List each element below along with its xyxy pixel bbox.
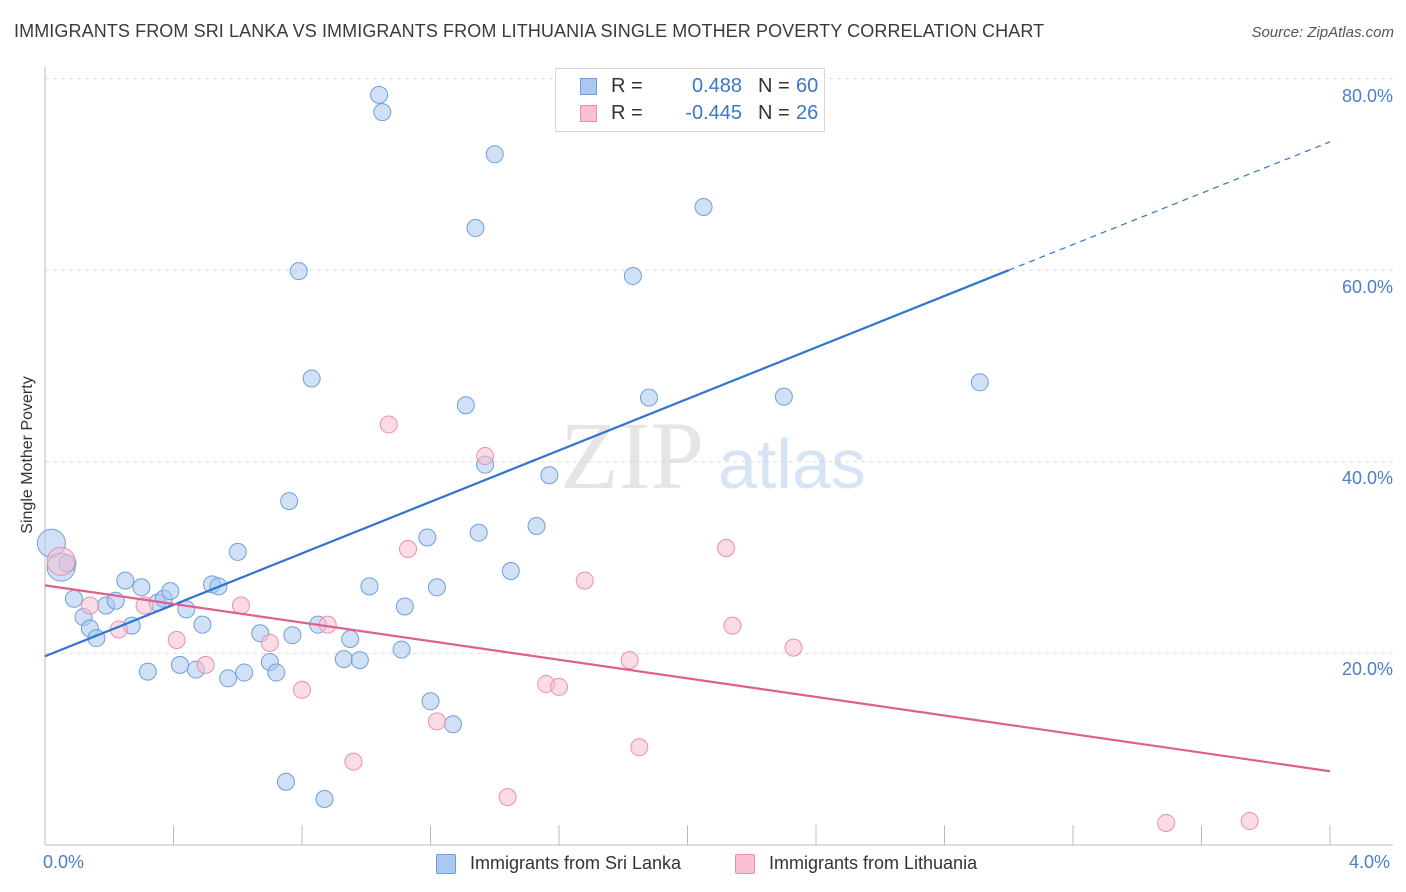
sri-lanka-point (280, 492, 299, 511)
grid-lines (45, 78, 1393, 654)
lithuania-point (260, 633, 279, 652)
sri-lanka-point (970, 373, 989, 392)
sri-lanka-point (116, 571, 135, 590)
lithuania-point (630, 738, 649, 757)
sri-lanka-point (527, 516, 546, 535)
y-tick-label-40: 40.0% (1341, 468, 1393, 488)
lithuania-point (550, 677, 568, 696)
sri-lanka-point (138, 662, 157, 681)
sri-lanka-point (219, 669, 238, 688)
lithuania-point (620, 651, 639, 670)
sri-lanka-point (485, 145, 504, 164)
lithuania-point (344, 752, 363, 771)
lithuania-point (196, 655, 215, 674)
sri-lanka-point (170, 655, 189, 674)
x-tick-label-min: 0.0% (43, 852, 85, 872)
sri-lanka-point (421, 692, 440, 711)
legend-r-label: R = (611, 75, 643, 97)
trend-lines (44, 141, 1331, 773)
sri-lanka-point (302, 369, 321, 388)
sri-lanka-point (283, 626, 302, 645)
sri-lanka-point (193, 615, 212, 634)
sri-lanka-point (267, 663, 286, 682)
trend-line-sri-lanka-extension (1008, 141, 1331, 271)
sri-lanka-point (276, 772, 295, 791)
sri-lanka-point (443, 715, 462, 734)
chart-title: IMMIGRANTS FROM SRI LANKA VS IMMIGRANTS … (14, 21, 1045, 41)
legend-n-label: N = (758, 102, 790, 124)
legend-r-value: 0.488 (691, 75, 742, 97)
series-legend: Immigrants from Sri Lanka Immigrants fro… (0, 852, 1406, 878)
sri-lanka-point (466, 219, 485, 238)
lithuania-point (575, 571, 594, 590)
sri-lanka-point (132, 578, 151, 597)
lithuania-point (784, 638, 803, 657)
sri-lanka-point (501, 562, 520, 581)
legend-r-value: -0.445 (685, 102, 742, 124)
lithuania-point (498, 788, 517, 807)
legend-label-lithuania: Immigrants from Lithuania (769, 853, 978, 873)
lithuania-point (399, 539, 418, 558)
lithuania-point (1240, 812, 1259, 831)
sri-lanka-point (370, 85, 389, 104)
legend-n-label: N = (758, 75, 790, 97)
lithuania-point (427, 712, 446, 731)
lithuania-point (717, 539, 736, 558)
watermark-atlas: atlas (718, 425, 866, 503)
sri-lanka-point (469, 523, 488, 542)
sri-lanka-point (341, 630, 360, 649)
sri-lanka-point (360, 577, 379, 596)
sri-lanka-point (235, 663, 254, 682)
series-lithuania-points (46, 415, 1259, 832)
sri-lanka-point (64, 589, 83, 608)
lithuania-point (293, 680, 311, 699)
sri-lanka-point (334, 650, 353, 669)
y-tick-label-60: 60.0% (1341, 277, 1393, 297)
y-tick-label-20: 20.0% (1341, 659, 1393, 679)
legend-swatch-pink (580, 105, 597, 122)
sri-lanka-point (315, 790, 334, 809)
legend-label-sri-lanka: Immigrants from Sri Lanka (470, 853, 682, 873)
sri-lanka-point (456, 396, 475, 415)
sri-lanka-point (161, 582, 180, 601)
sri-lanka-point (774, 387, 793, 406)
legend-swatch-blue (436, 854, 456, 874)
legend-swatch-blue (580, 78, 597, 95)
sri-lanka-point (392, 640, 411, 659)
lithuania-point (167, 630, 186, 649)
lithuania-point (476, 447, 495, 466)
sri-lanka-point (350, 651, 369, 670)
lithuania-point (80, 596, 99, 615)
lithuania-point (723, 616, 742, 635)
sri-lanka-point (373, 103, 392, 122)
sri-lanka-point (228, 542, 247, 561)
source-label: Source: ZipAtlas.com (1251, 24, 1394, 41)
trend-line-lithuania (44, 584, 1331, 773)
legend-n-value: 60 (796, 75, 819, 97)
x-tick-label-max: 4.0% (1349, 852, 1391, 872)
legend-swatch-pink (735, 854, 755, 874)
legend-r-label: R = (611, 102, 643, 124)
sri-lanka-point (427, 578, 446, 597)
y-tick-label-80: 80.0% (1341, 86, 1393, 106)
sri-lanka-point (177, 600, 196, 619)
lithuania-point (1157, 813, 1176, 832)
sri-lanka-point (639, 388, 658, 407)
sri-lanka-point (623, 266, 642, 285)
y-axis-label: Single Mother Poverty (19, 376, 36, 534)
legend-n-value: 26 (796, 102, 819, 124)
correlation-legend: R = 0.488 N = 60 R = -0.445 N = 26 (555, 68, 825, 132)
watermark-zip: ZIP (560, 402, 704, 509)
axes (44, 67, 1393, 846)
lithuania-point (379, 415, 398, 434)
lithuania-point (231, 596, 250, 615)
sri-lanka-point (540, 466, 559, 485)
sri-lanka-point (395, 597, 414, 616)
trend-line-sri-lanka (44, 269, 1010, 658)
lithuania-point (46, 546, 76, 576)
sri-lanka-point (289, 262, 308, 281)
sri-lanka-point (418, 528, 437, 547)
sri-lanka-point (694, 197, 713, 216)
